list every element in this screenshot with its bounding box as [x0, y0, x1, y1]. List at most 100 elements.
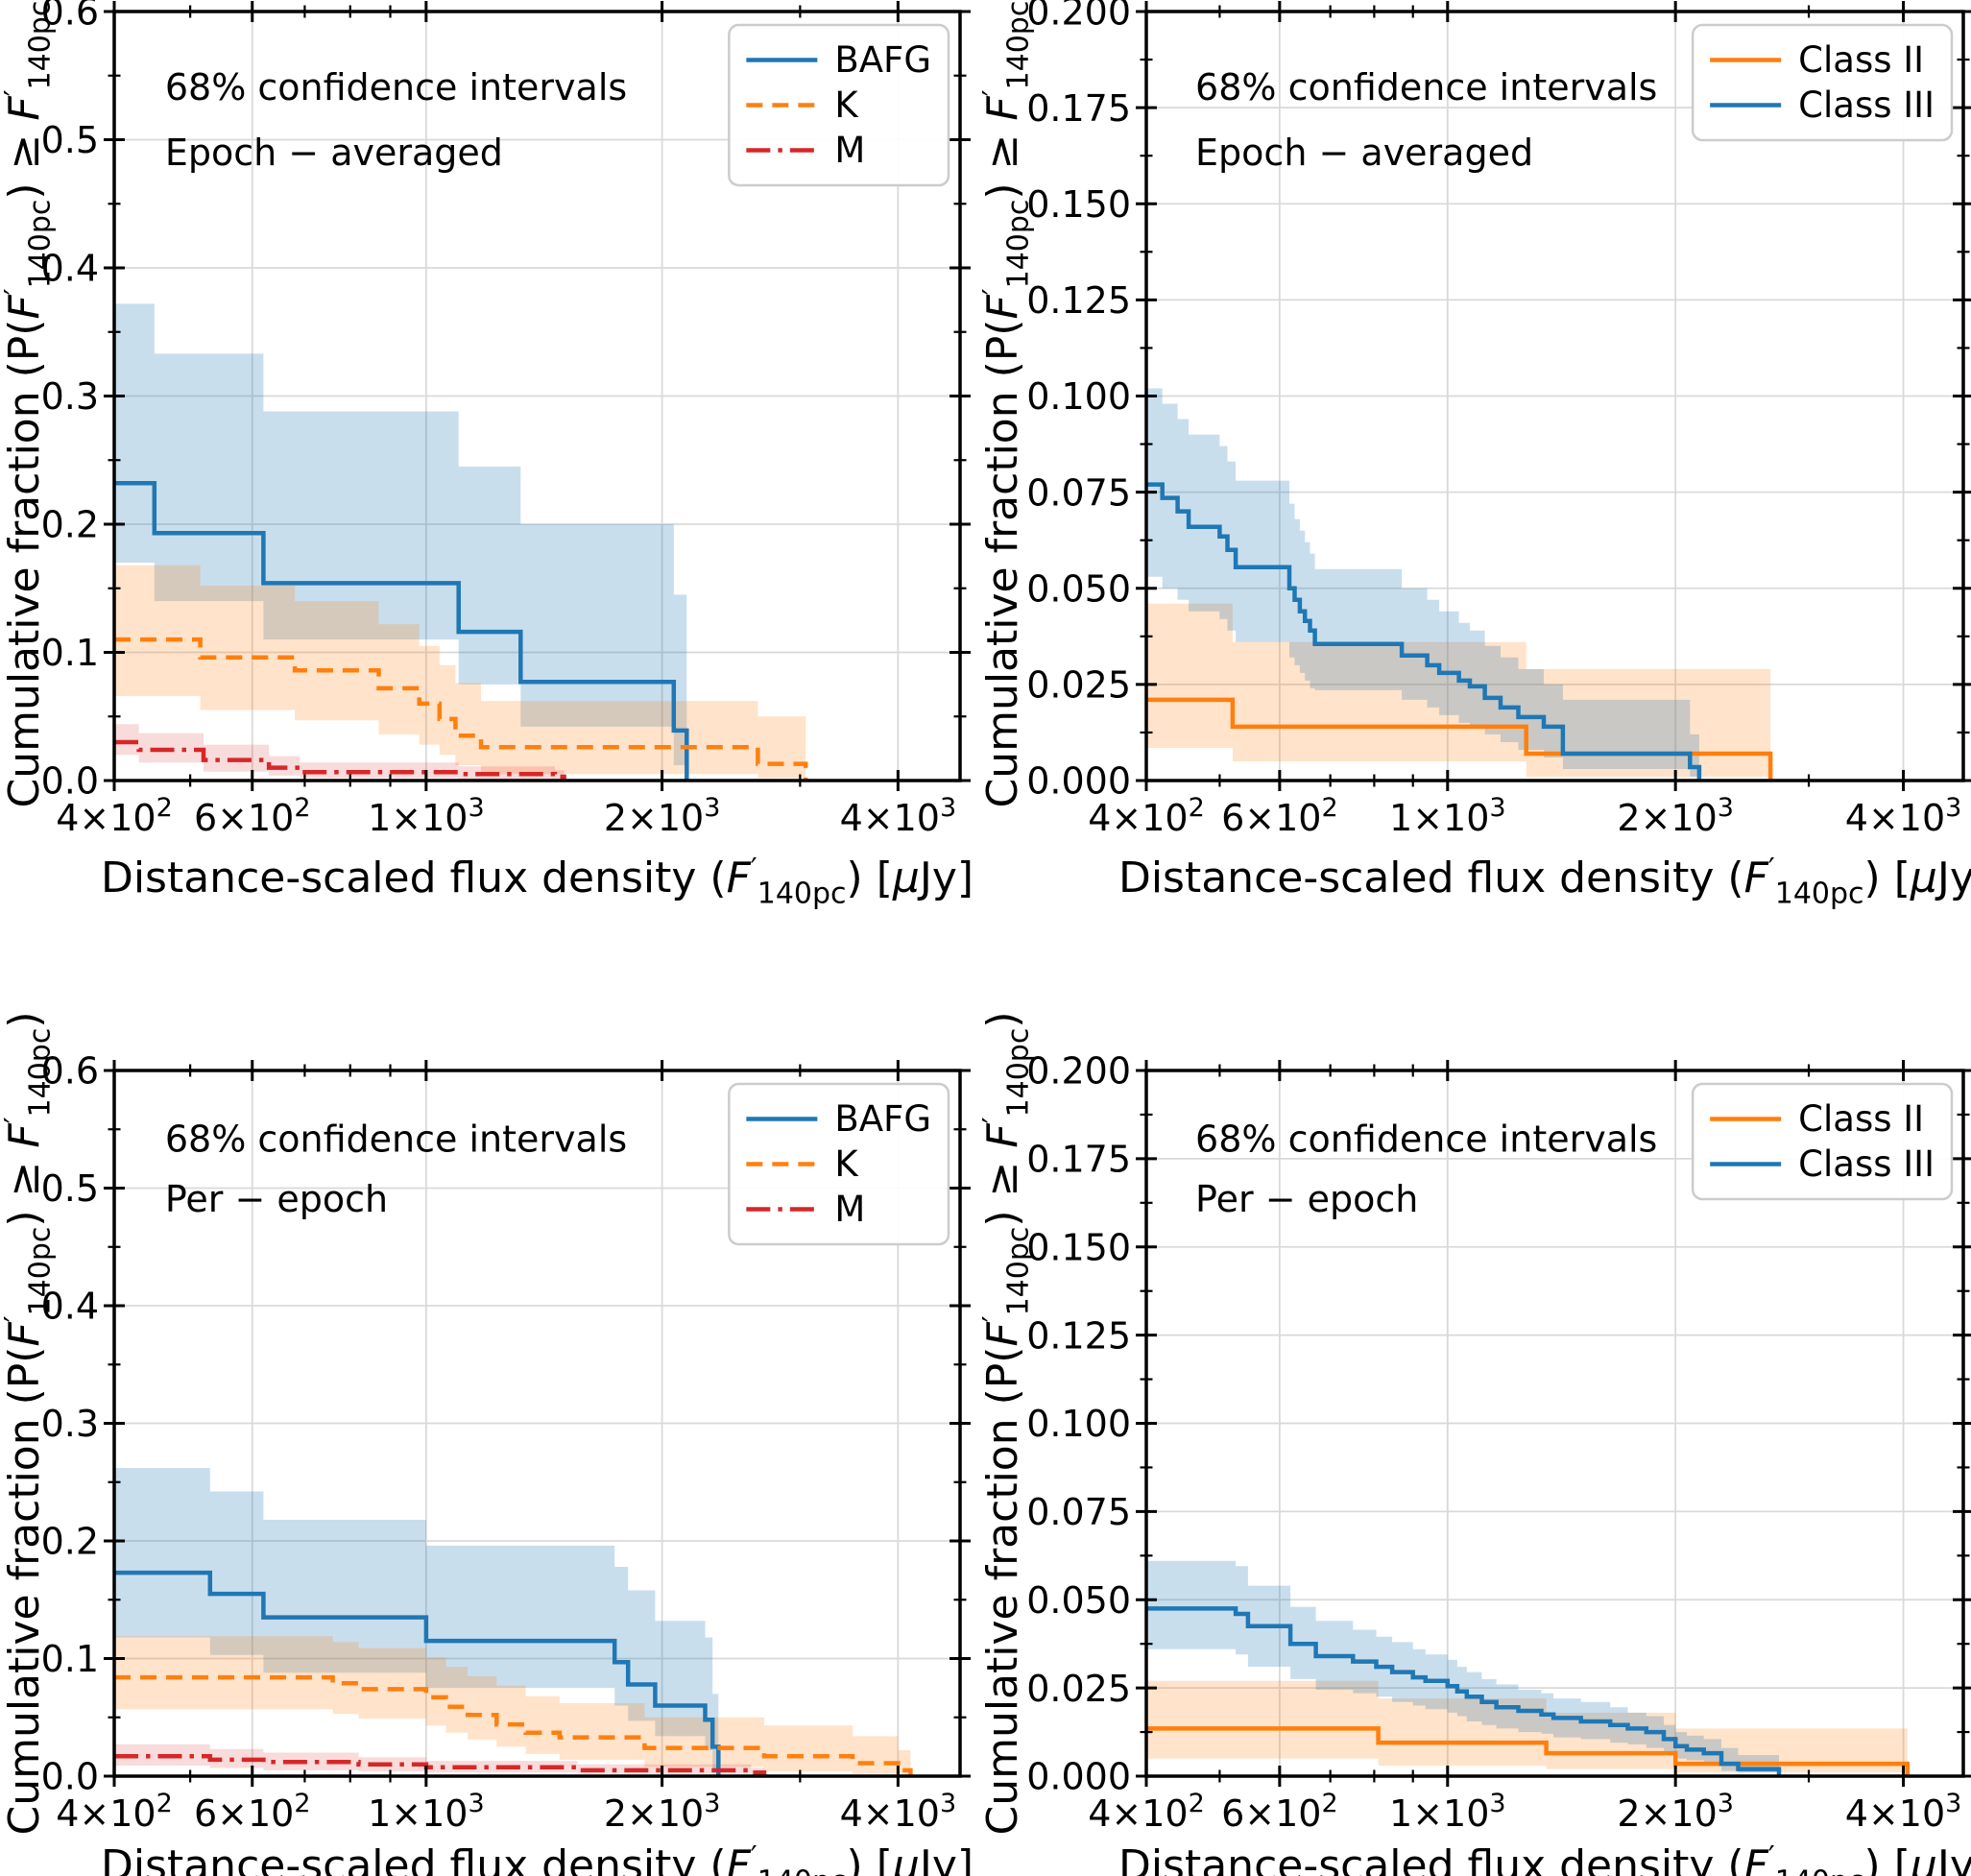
gridlines	[1146, 1070, 1963, 1776]
legend-label-m: M	[834, 130, 865, 171]
y-tick-label: 0.200	[1026, 0, 1131, 34]
y-tick-label: 0.125	[1026, 279, 1131, 322]
x-tick-label: 1×103	[368, 1789, 485, 1835]
x-tick-label: 4×103	[840, 1789, 957, 1835]
confidence-band-m	[114, 724, 565, 781]
subplot-per-epoch-spectral-types: 0.0 0.1 0.2 0.3 0.4 0.5 0.6 4×102 6×102 1×103 2×10…	[0, 938, 985, 1876]
x-tick-label: 6×102	[194, 1789, 311, 1835]
y-tick-label: 0.000	[1026, 1756, 1131, 1798]
legend-label-class-ii: Class II	[1798, 39, 1924, 81]
y-tick-label: 0.1	[41, 1638, 99, 1680]
annotation-line-1: 68% confidence intervals	[1195, 66, 1657, 108]
plot-canvas-epoch-averaged-spectral-types: 0.0 0.1 0.2 0.3 0.4 0.5 0.6 4×102 6×102 1×103 2×10…	[0, 0, 973, 911]
x-axis-label: Distance-scaled flux density (F′140pc) […	[101, 1840, 973, 1876]
x-tick-label: 4×102	[56, 793, 173, 839]
confidence-band-bafg	[114, 1468, 719, 1776]
series-line-m	[114, 739, 566, 781]
x-tick-label: 2×103	[1617, 1789, 1734, 1835]
annotation-line-2: Per − epoch	[1195, 1178, 1418, 1220]
series-line-bafg	[114, 1570, 721, 1776]
y-tick-label: 0.3	[41, 1403, 99, 1445]
x-tick-label: 2×103	[1617, 793, 1734, 839]
y-tick-label: 0.2	[41, 504, 99, 546]
gridlines	[1146, 12, 1963, 781]
legend-label-class-iii: Class III	[1798, 84, 1935, 126]
x-axis-label: Distance-scaled flux density (F′140pc) […	[1118, 853, 1971, 911]
data-layer	[1146, 1560, 1911, 1776]
y-tick-label: 0.175	[1026, 1139, 1131, 1181]
y-tick-label: 0.175	[1026, 87, 1131, 130]
series-line-class-ii	[1146, 1726, 1911, 1776]
x-tick-label: 4×102	[1088, 793, 1205, 839]
x-tick-label: 4×103	[840, 793, 957, 839]
data-layer	[1146, 388, 1773, 781]
y-tick-label: 0.075	[1026, 471, 1131, 514]
y-tick-label: 0.150	[1026, 1226, 1131, 1268]
series-line-class-iii	[1146, 482, 1702, 781]
x-tick-label: 4×102	[1088, 1789, 1205, 1835]
y-tick-label: 0.6	[41, 1050, 99, 1093]
y-axis-label: Cumulative fraction (P(F′140pc) ≥ F′140p…	[0, 1011, 57, 1835]
x-tick-label: 6×102	[194, 793, 311, 839]
subplot-epoch-averaged-classes: 0.000 0.025 0.050 0.075 0.100 0.125 0.150 0.175…	[977, 0, 1971, 938]
y-tick-label: 0.050	[1026, 567, 1131, 610]
y-tick-label: 0.0	[41, 760, 99, 803]
y-tick-label: 0.5	[41, 1167, 99, 1210]
plot-canvas-per-epoch-classes: 0.000 0.025 0.050 0.075 0.100 0.125 0.150 0.175…	[977, 1011, 1971, 1876]
annotation-line-2: Epoch − averaged	[165, 132, 503, 174]
x-tick-label: 1×103	[368, 793, 485, 839]
legend-box	[728, 23, 950, 187]
legend-label-k: K	[834, 84, 859, 126]
confidence-band-class-ii	[1146, 603, 1771, 781]
plot-canvas-per-epoch-spectral-types: 0.0 0.1 0.2 0.3 0.4 0.5 0.6 4×102 6×102 1×103 2×10…	[0, 1011, 973, 1876]
legend-label-k: K	[834, 1143, 859, 1185]
x-tick-label: 1×103	[1389, 793, 1506, 839]
y-tick-label: 0.025	[1026, 664, 1131, 707]
legend-label-class-ii: Class II	[1798, 1098, 1924, 1140]
y-tick-label: 0.125	[1026, 1314, 1131, 1357]
y-tick-label: 0.050	[1026, 1579, 1131, 1622]
y-axis-label: Cumulative fraction (P(F′140pc) ≥ F′140p…	[977, 1011, 1036, 1835]
confidence-band-k	[114, 565, 806, 781]
y-tick-label: 0.100	[1026, 375, 1131, 418]
ticks	[104, 1060, 971, 1787]
ticks	[1136, 1060, 1971, 1787]
series-line-m	[114, 1753, 767, 1776]
x-tick-label: 4×102	[56, 1789, 173, 1835]
x-tick-label: 4×103	[1845, 1789, 1962, 1835]
y-tick-label: 0.025	[1026, 1668, 1131, 1710]
data-layer	[114, 303, 808, 781]
x-tick-label: 1×103	[1389, 1789, 1506, 1835]
legend-box	[1691, 1082, 1954, 1201]
data-layer	[114, 1468, 913, 1776]
annotation-line-1: 68% confidence intervals	[165, 1118, 627, 1161]
x-tick-label: 6×102	[1221, 793, 1338, 839]
y-tick-label: 0.4	[41, 1286, 99, 1328]
plot-canvas-epoch-averaged-classes: 0.000 0.025 0.050 0.075 0.100 0.125 0.150 0.175…	[977, 0, 1971, 911]
series-line-k	[114, 637, 808, 781]
x-tick-label: 6×102	[1221, 1789, 1338, 1835]
y-tick-label: 0.4	[41, 248, 99, 290]
series-line-bafg	[114, 481, 689, 781]
x-tick-label: 2×103	[604, 1789, 721, 1835]
x-tick-label: 2×103	[604, 793, 721, 839]
y-tick-label: 0.075	[1026, 1491, 1131, 1533]
annotation-line-2: Per − epoch	[165, 1178, 388, 1220]
y-tick-label: 0.6	[41, 0, 99, 34]
y-tick-label: 0.1	[41, 632, 99, 674]
subplot-per-epoch-classes: 0.000 0.025 0.050 0.075 0.100 0.125 0.150 0.175…	[977, 938, 1971, 1876]
x-axis-label: Distance-scaled flux density (F′140pc) […	[101, 853, 973, 911]
x-tick-label: 4×103	[1845, 793, 1962, 839]
legend-box	[728, 1082, 950, 1246]
annotation-line-1: 68% confidence intervals	[165, 66, 627, 108]
legend-box	[1691, 23, 1954, 142]
y-tick-label: 0.000	[1026, 760, 1131, 803]
ticks	[1136, 1, 1971, 791]
y-axis-label: Cumulative fraction (P(F′140pc) ≥ F′140p…	[977, 0, 1036, 808]
annotation-line-1: 68% confidence intervals	[1195, 1118, 1657, 1161]
y-tick-label: 0.3	[41, 375, 99, 418]
confidence-band-class-iii	[1146, 388, 1699, 781]
legend-label-m: M	[834, 1189, 865, 1230]
